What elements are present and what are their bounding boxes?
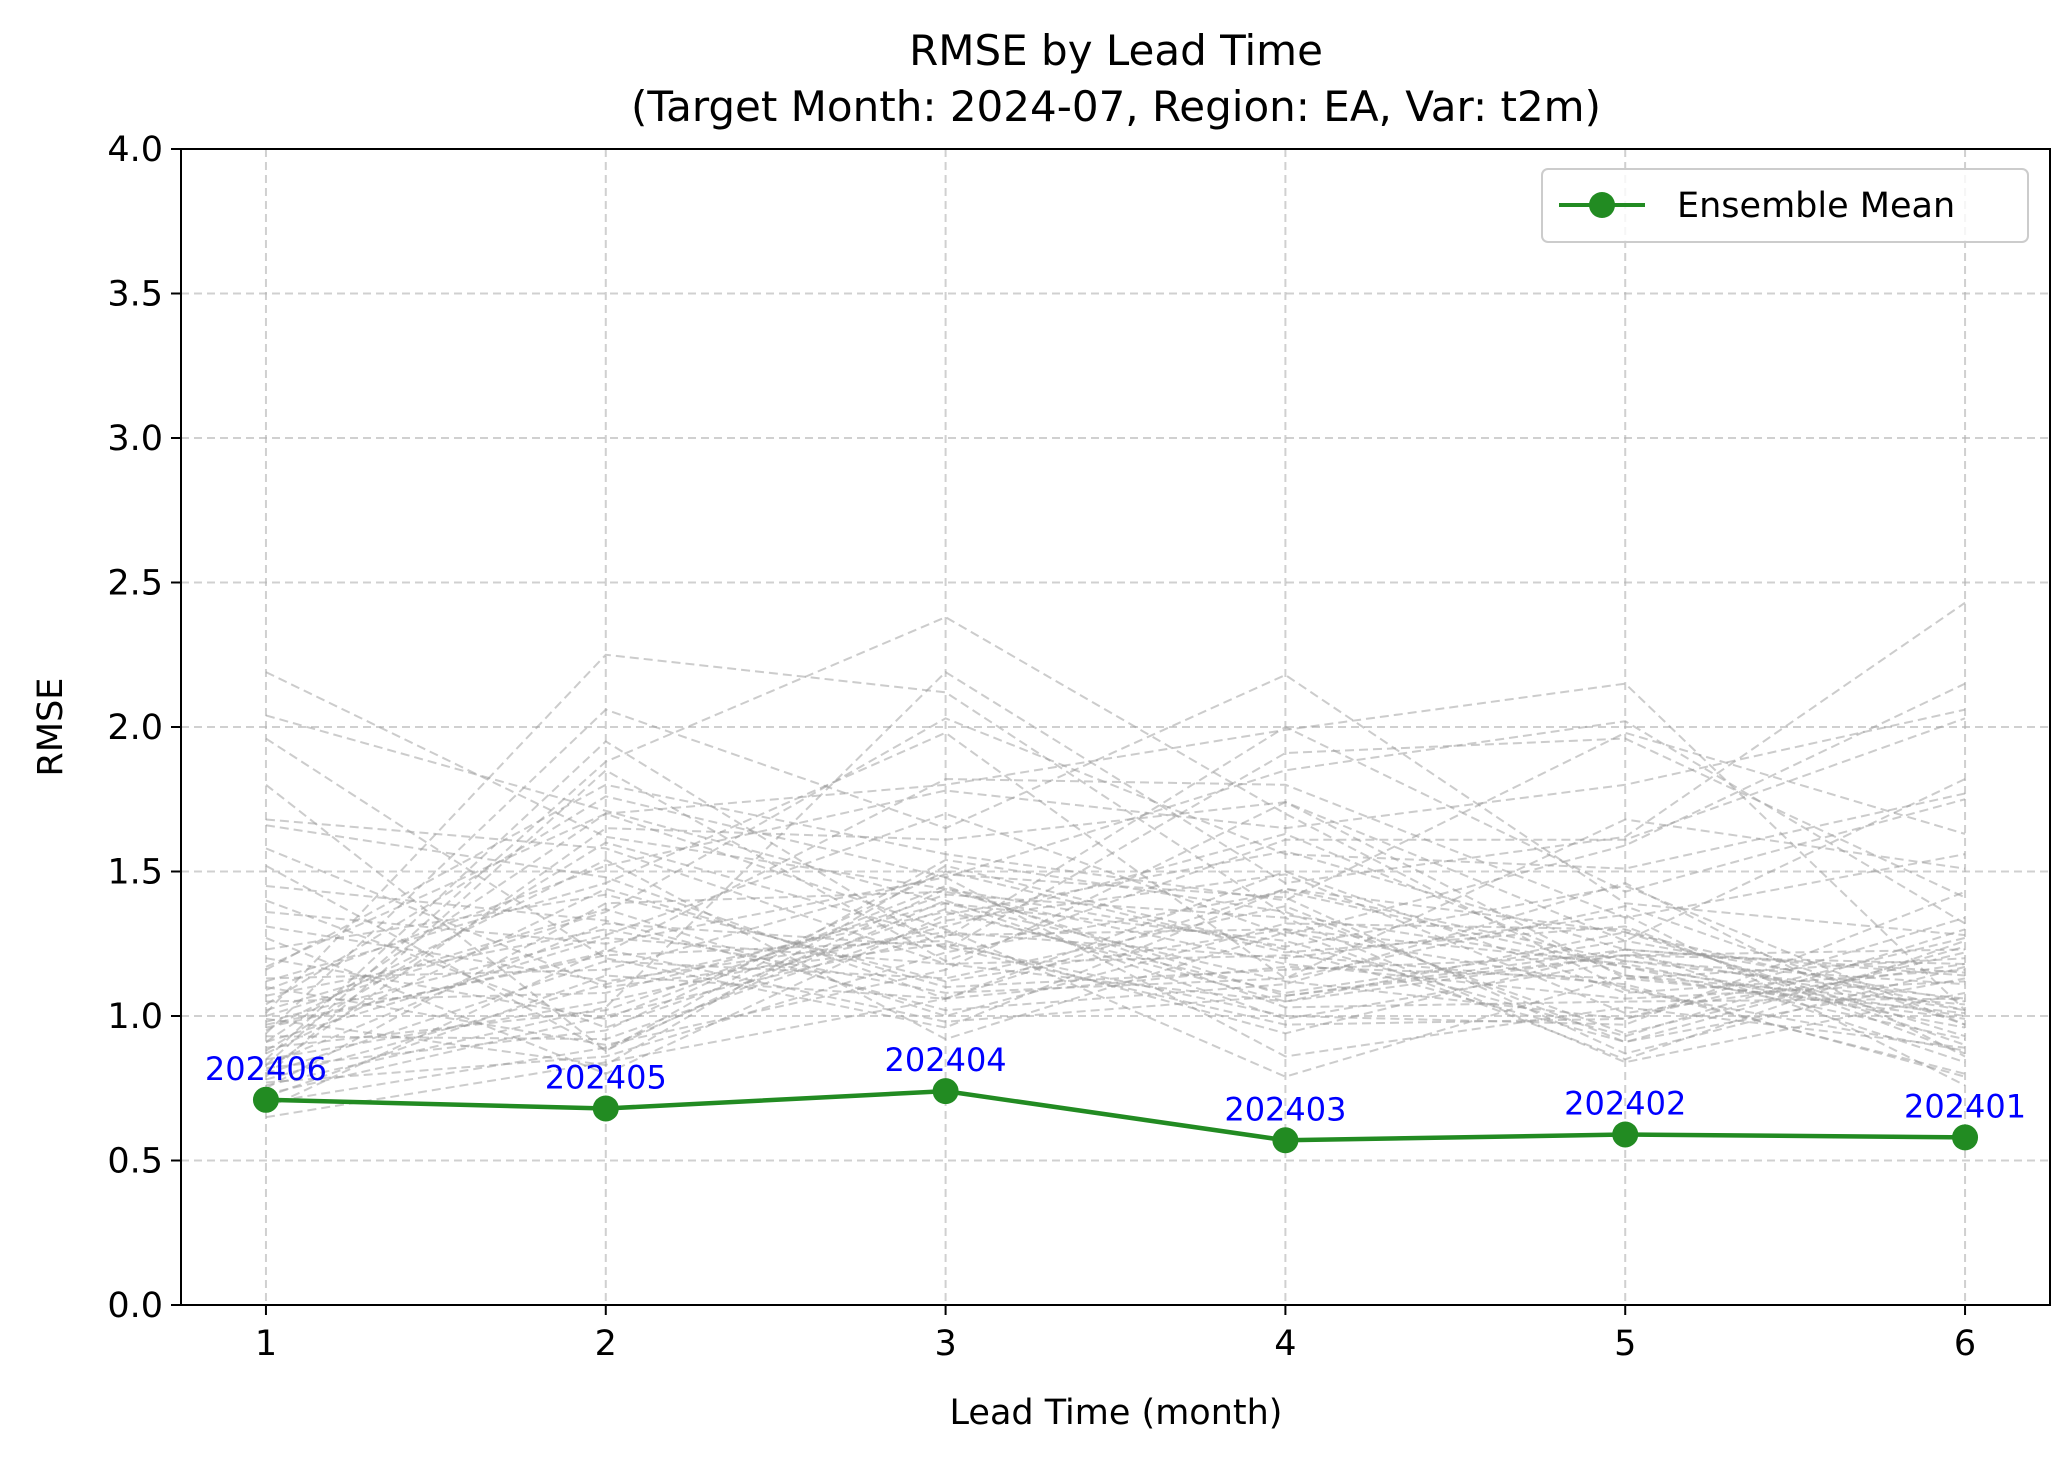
ensemble-member-line [265, 893, 1966, 1064]
ensemble-member-line [265, 720, 1966, 1006]
point-label: 202406 [205, 1050, 327, 1088]
series-layer [252, 1078, 1979, 1154]
ensemble-mean-line [265, 1088, 1966, 1143]
ensemble-member-line [265, 902, 1966, 1020]
y-tick-label: 4.0 [107, 130, 163, 170]
x-axis-ticks: 1 2 3 4 5 6 [255, 1305, 1976, 1364]
ensemble-mean-point [1272, 1127, 1299, 1154]
y-tick-label: 2.0 [107, 708, 163, 748]
ensemble-member-line [265, 717, 1966, 1078]
ensemble-member-line [265, 717, 1966, 1017]
ensemble-member-line [265, 673, 1966, 1035]
ensemble-member-line [265, 682, 1966, 1043]
y-tick-label: 3.5 [107, 275, 163, 315]
y-tick-label: 2.5 [107, 564, 163, 604]
ensemble-member-line [265, 873, 1966, 1041]
legend-marker-swatch [1589, 192, 1615, 218]
ensemble-member-line [265, 884, 1966, 1020]
ensemble-member-line [265, 725, 1966, 1052]
ensemble-member-line [265, 714, 1966, 1038]
legend-box [1541, 168, 2029, 243]
x-tick-label: 3 [934, 1324, 956, 1364]
ensemble-member-line [265, 910, 1966, 1081]
ensemble-member-line [265, 682, 1966, 1023]
ensemble-member-line [265, 858, 1966, 1052]
y-tick-label: 3.0 [107, 419, 163, 459]
ensemble-member-line [265, 890, 1966, 1084]
ensemble-mean-point [932, 1078, 959, 1105]
ensemble-member-line [265, 870, 1966, 1070]
ensemble-mean-point [1952, 1124, 1979, 1151]
ensemble-mean-point [252, 1086, 279, 1113]
x-tick-label: 2 [595, 1324, 617, 1364]
grid-layer [181, 148, 2050, 1306]
x-tick-label: 4 [1274, 1324, 1296, 1364]
ensemble-member-line [265, 876, 1966, 1058]
ensemble-member-line [265, 653, 1966, 1017]
ensemble-member-line [265, 731, 1966, 971]
chart-subtitle: (Target Month: 2024-07, Region: EA, Var:… [631, 82, 1601, 131]
ensemble-member-line [265, 939, 1966, 1035]
x-tick-label: 5 [1614, 1324, 1636, 1364]
ensemble-member-line [265, 913, 1966, 1087]
ensemble-member-line [265, 778, 1966, 1072]
ensemble-member-line [265, 870, 1966, 1098]
ensemble-member-line [265, 818, 1966, 1078]
ensemble-member-line [265, 708, 1966, 991]
ensemble-member-line [265, 890, 1966, 1090]
ensemble-member-line [265, 948, 1966, 1110]
point-label: 202401 [1904, 1087, 2026, 1125]
plot-area: 202406 202405 202404 202403 202402 202401 [205, 601, 2026, 1154]
point-label: 202405 [545, 1058, 667, 1096]
y-tick-label: 1.5 [107, 853, 163, 893]
chart-title: RMSE by Lead Time [909, 26, 1323, 75]
ensemble-member-line [265, 916, 1966, 1067]
ensemble-member-line [265, 824, 1966, 1012]
ensemble-member-line [265, 905, 1966, 1075]
ensemble-member-line [265, 899, 1966, 1029]
ensemble-mean-point [592, 1095, 619, 1122]
y-tick-label: 0.0 [107, 1286, 163, 1326]
y-tick-label: 0.5 [107, 1142, 163, 1182]
ensemble-member-line [265, 850, 1966, 1075]
x-axis-label: Lead Time (month) [950, 1393, 1283, 1433]
ensemble-member-line [265, 737, 1966, 1061]
ensemble-member-line [265, 731, 1966, 983]
ensemble-member-line [265, 931, 1966, 1043]
legend: Ensemble Mean [1541, 168, 2029, 243]
ensemble-member-line [265, 887, 1966, 1055]
chart-title-group: RMSE by Lead Time (Target Month: 2024-07… [631, 26, 1601, 131]
ensemble-member-line [265, 801, 1966, 1046]
y-axis-label: RMSE [31, 678, 71, 777]
ensemble-member-line [265, 778, 1966, 1029]
ensemble-member-line [265, 957, 1966, 1119]
ensemble-member-line [265, 601, 1966, 1087]
ensemble-members-layer [265, 601, 1966, 1119]
ensemble-member-line [265, 881, 1966, 1058]
point-labels-layer: 202406 202405 202404 202403 202402 202401 [205, 1041, 2026, 1128]
legend-entry-ensemble-mean: Ensemble Mean [1677, 186, 1955, 226]
ensemble-member-line [265, 893, 1966, 1061]
ensemble-member-line [265, 812, 1966, 1078]
x-tick-label: 1 [255, 1324, 277, 1364]
ensemble-mean-point [1612, 1121, 1639, 1148]
point-label: 202403 [1224, 1090, 1346, 1128]
ensemble-member-line [265, 873, 1966, 1055]
x-tick-label: 6 [1954, 1324, 1976, 1364]
point-label: 202402 [1564, 1084, 1686, 1122]
y-axis-ticks: 0.0 0.5 1.0 1.5 2.0 2.5 3.0 3.5 4.0 [107, 130, 181, 1326]
ensemble-member-line [265, 737, 1966, 1029]
ensemble-member-line [265, 616, 1966, 1066]
ensemble-member-line [265, 899, 1966, 1104]
ensemble-member-line [265, 832, 1966, 1061]
point-label: 202404 [885, 1041, 1007, 1079]
ensemble-member-line [265, 928, 1966, 1096]
y-tick-label: 1.0 [107, 997, 163, 1037]
